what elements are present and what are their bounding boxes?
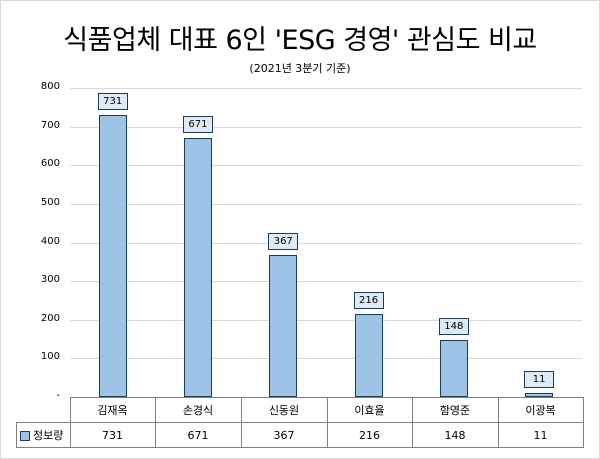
plot-area: 731 671 367 216 148 11 [70, 88, 582, 397]
category-cell: 신동원 [240, 397, 328, 423]
value-cell: 367 [240, 422, 328, 448]
legend-cell: 정보량 [16, 422, 71, 448]
gridline [70, 358, 582, 360]
bar [439, 339, 468, 397]
category-cell: 김재옥 [69, 397, 156, 423]
gridline [70, 88, 582, 89]
y-tick-label: 300 [40, 274, 60, 286]
bar [269, 255, 298, 397]
table-header-row: 김재옥 손경식 신동원 이효율 함영준 이광복 [16, 397, 584, 423]
data-table: 김재옥 손경식 신동원 이효율 함영준 이광복 정보량 731 671 367 … [16, 397, 584, 448]
gridline [70, 242, 582, 244]
value-cell: 11 [497, 422, 584, 448]
table-row: 정보량 731 671 367 216 148 11 [16, 422, 584, 448]
gridline [70, 319, 582, 321]
data-label: 11 [524, 370, 555, 388]
chart-title: 식품업체 대표 6인 'ESG 경영' 관심도 비교 [63, 25, 537, 56]
value-cell: 671 [154, 422, 242, 448]
gridline [70, 281, 582, 283]
data-label: 731 [97, 92, 128, 110]
y-tick-label: 600 [40, 158, 60, 170]
data-label: 671 [182, 115, 213, 133]
category-cell: 손경식 [154, 397, 242, 423]
gridline [70, 203, 582, 205]
bar [354, 313, 383, 397]
value-cell: 216 [326, 422, 413, 448]
category-cell: 이효율 [326, 397, 413, 423]
value-cell: 148 [411, 422, 499, 448]
bar [98, 114, 127, 397]
legend-swatch-icon [20, 431, 30, 441]
y-tick-label: - [56, 390, 60, 401]
y-tick-label: 800 [40, 81, 60, 92]
y-tick-label: 700 [40, 119, 60, 131]
chart-subtitle: (2021년 3분기 기준) [249, 62, 351, 75]
category-cell: 이광복 [497, 397, 584, 423]
value-cell: 731 [69, 422, 156, 448]
bar [525, 392, 554, 397]
y-tick-label: 400 [40, 235, 60, 247]
data-label: 367 [268, 233, 299, 251]
y-tick-label: 500 [40, 196, 60, 208]
category-cell: 함영준 [411, 397, 499, 423]
data-label: 216 [353, 291, 384, 309]
data-label: 148 [438, 317, 469, 335]
gridline [70, 126, 582, 128]
y-tick-label: 100 [40, 351, 60, 363]
gridline [70, 165, 582, 167]
series-label: 정보량 [33, 429, 64, 442]
bar [183, 137, 212, 397]
y-tick-label: 200 [40, 312, 60, 324]
